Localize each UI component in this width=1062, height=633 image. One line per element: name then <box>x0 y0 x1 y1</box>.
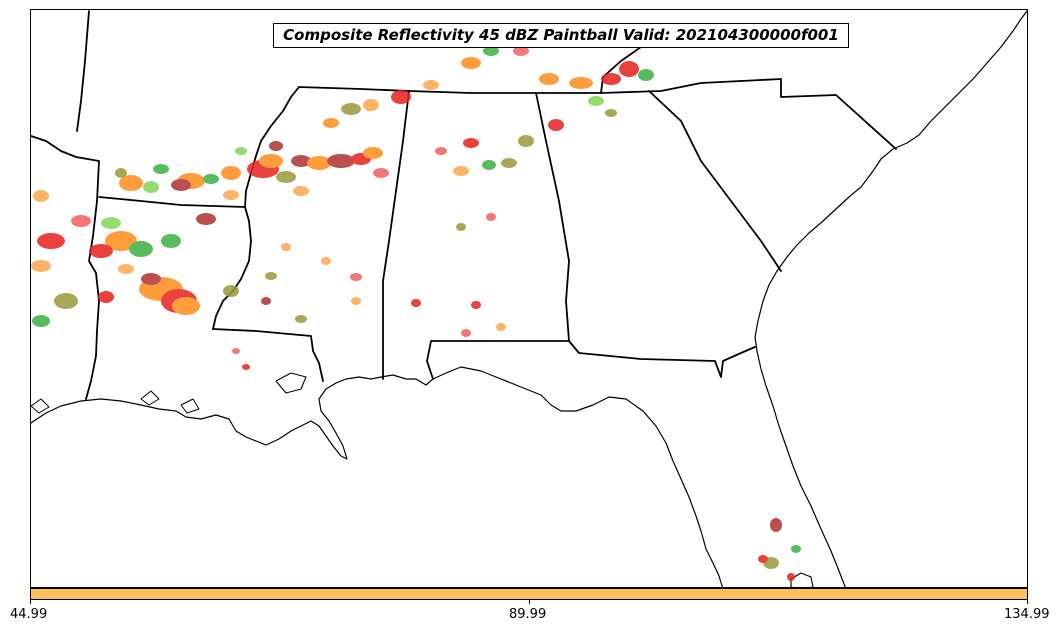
state-border-alabama-florida <box>426 340 570 380</box>
state-border-tennessee <box>298 80 742 94</box>
map-canvas <box>31 10 1027 587</box>
map-panel: Composite Reflectivity 45 dBZ Paintball … <box>30 9 1028 588</box>
state-border-louisiana-mississippi <box>212 328 324 382</box>
colorbar-tick-mid <box>529 600 530 604</box>
colorbar-tick-label-max: 134.99 <box>1004 607 1050 622</box>
state-border-arkansas-louisiana <box>98 196 246 208</box>
state-border-arkansas-missouri <box>76 10 90 132</box>
lake-pontchartrain <box>275 372 307 394</box>
state-border-georgia-florida <box>568 340 756 378</box>
state-border-mississippi-alabama <box>382 90 410 380</box>
map-title: Composite Reflectivity 45 dBZ Paintball … <box>273 23 849 48</box>
state-border-nc-sc <box>740 78 897 150</box>
state-border-alabama-georgia <box>535 92 570 342</box>
colorbar-tick-max <box>1027 600 1028 604</box>
colorbar <box>30 588 1028 600</box>
lake-okeechobee <box>790 572 814 587</box>
reflectivity-blobs <box>31 46 801 581</box>
state-border-georgia-sc <box>648 90 782 272</box>
colorbar-tick-label-min: 44.99 <box>10 607 48 622</box>
gulf-coastline <box>31 366 724 587</box>
colorbar-tick-min <box>30 600 31 604</box>
atlantic-coastline <box>754 10 1027 587</box>
colorbar-tick-label-mid: 89.99 <box>509 607 547 622</box>
